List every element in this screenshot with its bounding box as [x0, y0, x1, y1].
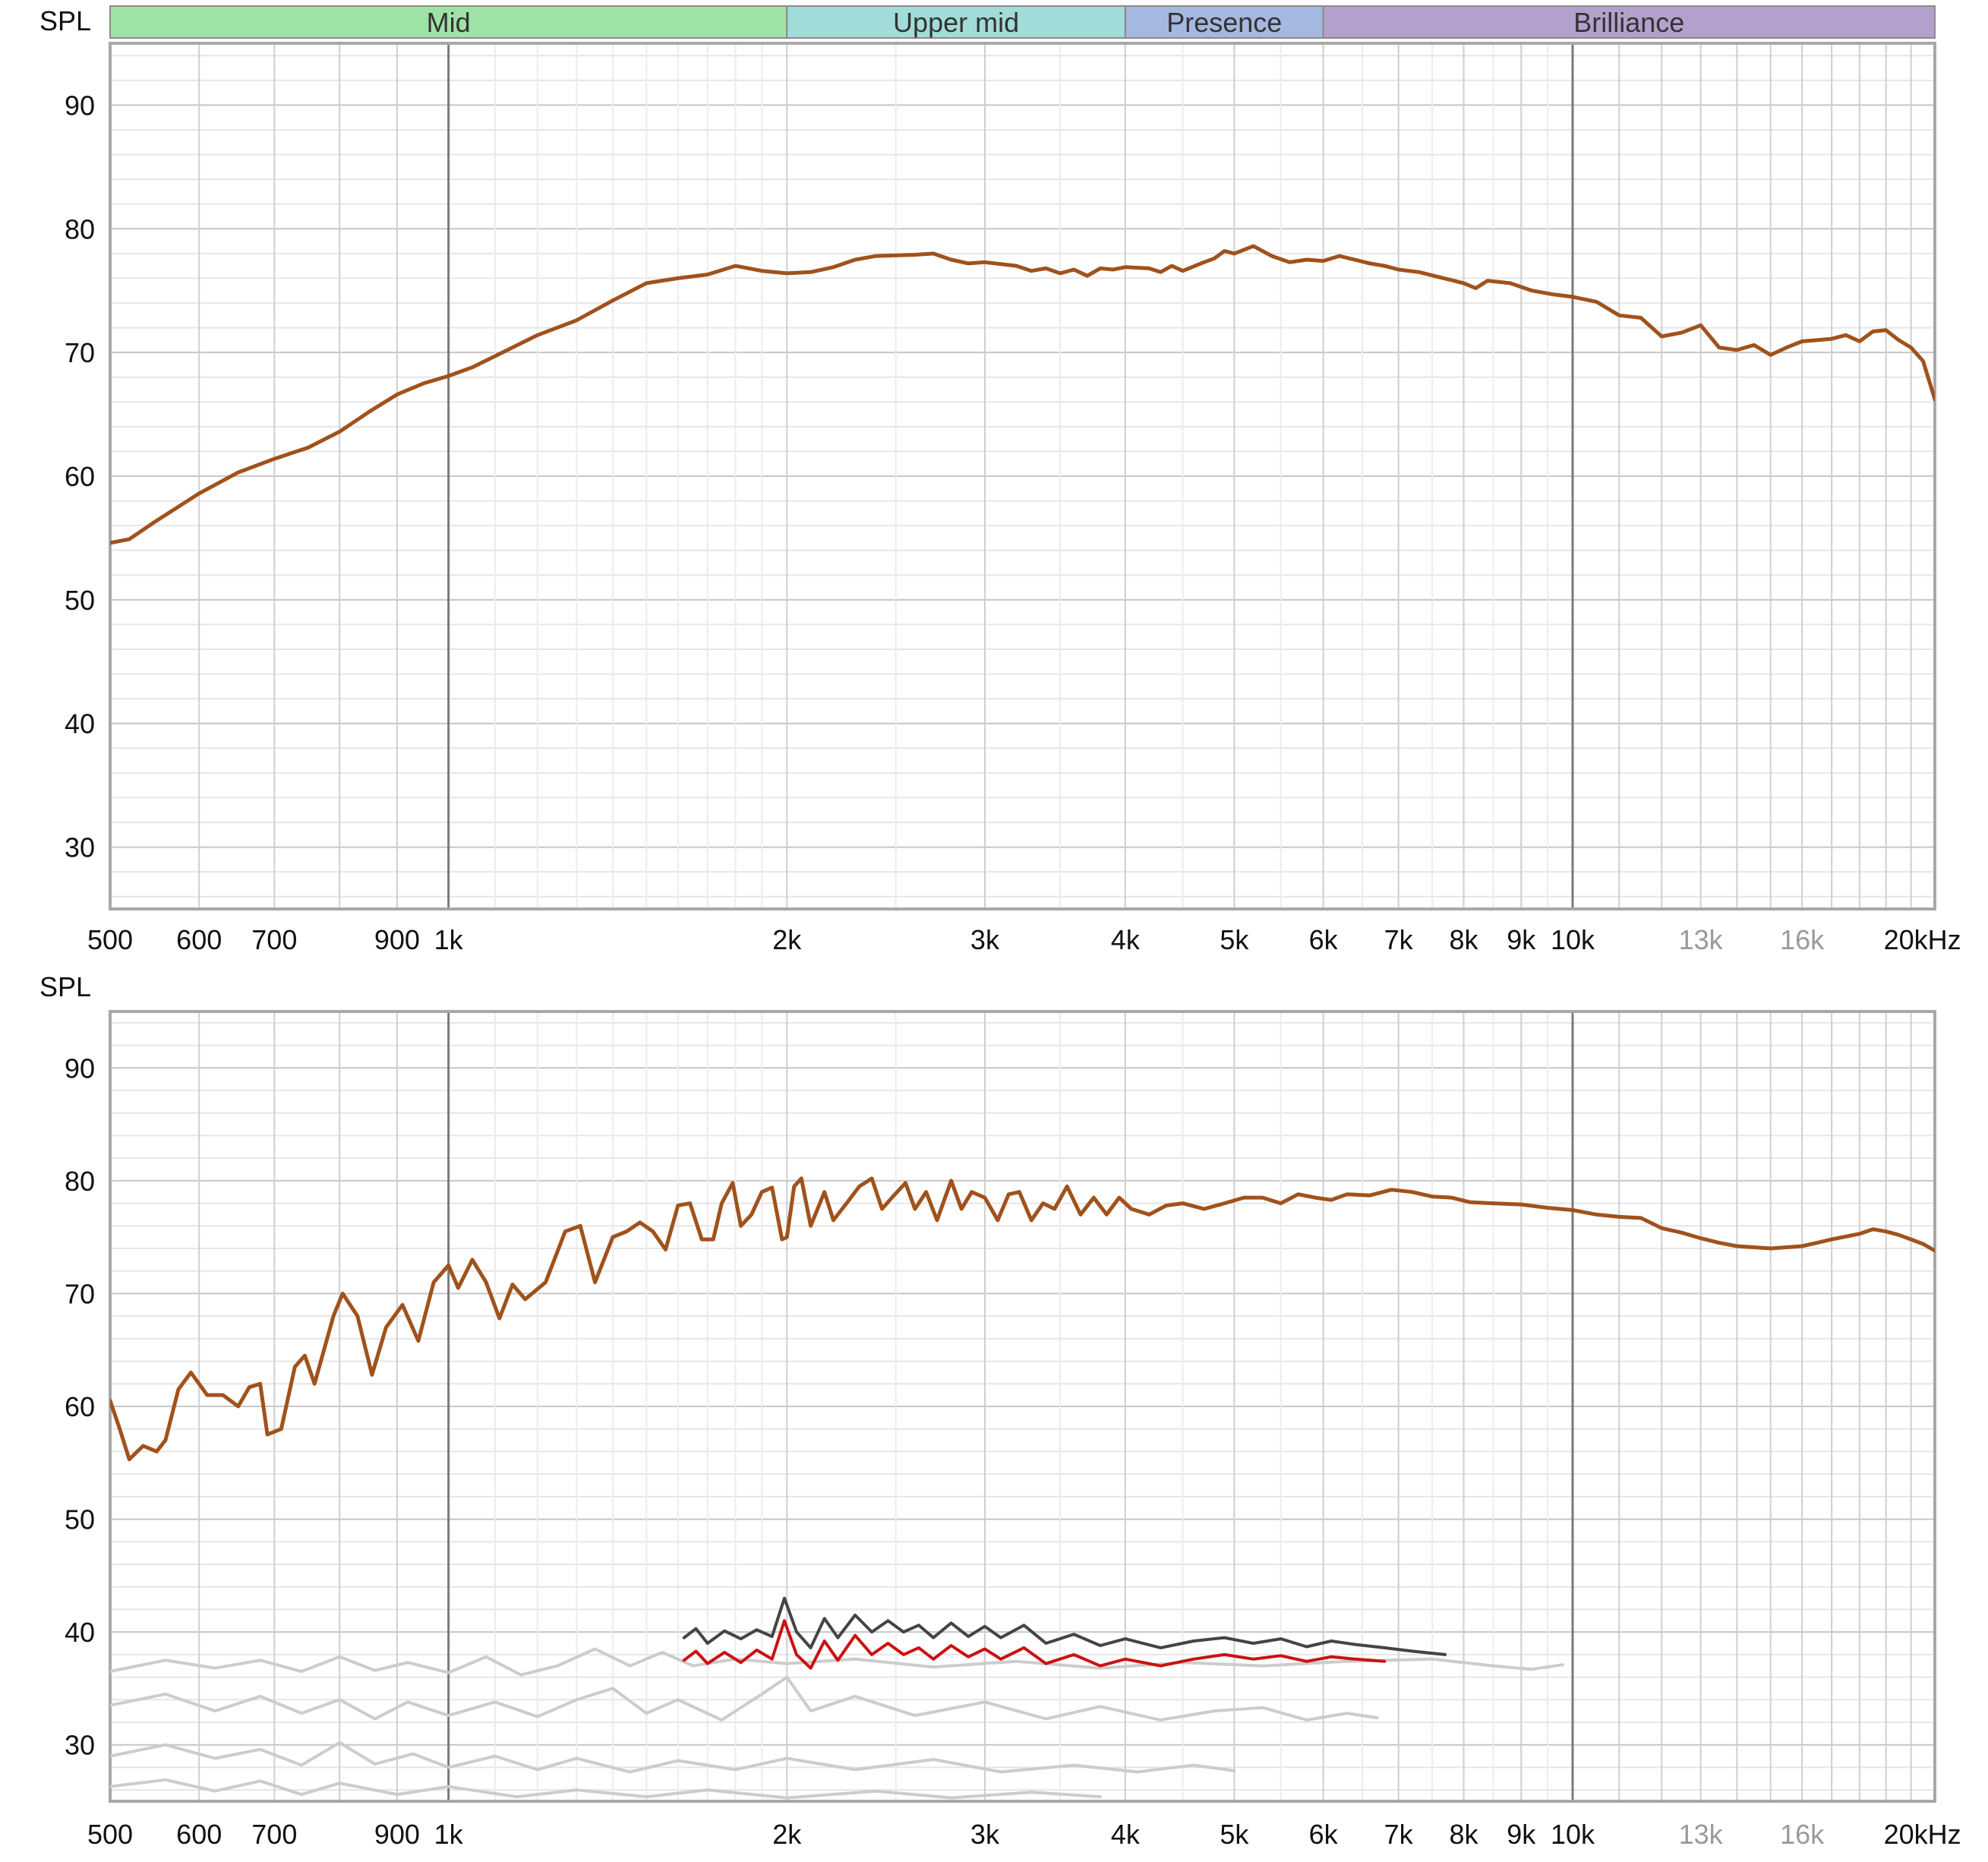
- series-line-main: [110, 244, 1935, 545]
- series-line-main: [110, 1176, 1935, 1462]
- y-axis-label: SPL: [39, 5, 91, 36]
- band-presence: [1124, 5, 1324, 39]
- x-tick-label: 3k: [970, 1819, 1000, 1850]
- x-tick-label: 8k: [1450, 1819, 1479, 1850]
- x-tick-label: 10k: [1551, 1819, 1595, 1850]
- x-tick-label: 8k: [1450, 924, 1479, 955]
- x-tick-label: 1k: [434, 1819, 464, 1850]
- y-tick-label: 50: [65, 1504, 95, 1535]
- y-tick-label: 70: [65, 1278, 95, 1309]
- y-tick-label: 30: [65, 832, 95, 863]
- band-label: Upper mid: [893, 7, 1019, 38]
- x-tick-label: 7k: [1384, 924, 1414, 955]
- x-tick-label: 3k: [970, 924, 1000, 955]
- x-tick-label: 13k: [1679, 1819, 1724, 1850]
- x-tick-label: 16k: [1780, 1819, 1825, 1850]
- y-axis-label: SPL: [39, 971, 91, 1002]
- x-tick-label: 10k: [1551, 924, 1595, 955]
- y-tick-label: 30: [65, 1730, 95, 1761]
- y-tick-label: 60: [65, 1391, 95, 1422]
- x-tick-label: 600: [176, 924, 222, 955]
- y-tick-label: 40: [65, 1617, 95, 1648]
- series-group: [110, 1176, 1935, 1800]
- chart-panel-top: Mid Upper mid Presence Brilliance SPL 30 40 50 6…: [39, 5, 1961, 955]
- x-tick-label: 2k: [772, 1819, 802, 1850]
- x-tick-label: 9k: [1507, 924, 1536, 955]
- x-tick-label: 900: [374, 1819, 420, 1850]
- x-tick-label: 500: [87, 924, 133, 955]
- x-tick-label: 9k: [1507, 1819, 1536, 1850]
- series-line-secondary: [682, 1596, 1447, 1656]
- band-upper-mid: [786, 5, 1126, 39]
- x-tick-label: 2k: [772, 924, 802, 955]
- y-tick-label: 80: [65, 213, 95, 245]
- x-tick-label: 4k: [1111, 1819, 1141, 1850]
- x-tick-label: 6k: [1309, 924, 1339, 955]
- y-tick-label: 80: [65, 1166, 95, 1197]
- x-tick-label: 500: [87, 1819, 133, 1850]
- band-label: Mid: [427, 7, 471, 38]
- x-tick-label: 5k: [1220, 1819, 1249, 1850]
- band-brilliance: [1322, 5, 1936, 39]
- x-tick-label: 5k: [1220, 924, 1249, 955]
- series-line-secondary: [110, 1740, 1236, 1774]
- x-tick-label: 900: [374, 924, 420, 955]
- y-tick-label: 90: [65, 90, 95, 121]
- x-tick-label: 600: [176, 1819, 222, 1850]
- y-tick-label: 40: [65, 709, 95, 740]
- y-tick-label: 60: [65, 461, 95, 492]
- series-line-secondary: [110, 1647, 1564, 1677]
- series-line-secondary: [682, 1619, 1387, 1670]
- x-tick-label: 700: [251, 924, 297, 955]
- x-tick-label: 20kHz: [1884, 924, 1961, 955]
- x-tick-label: 13k: [1679, 924, 1724, 955]
- series-line-secondary: [110, 1778, 1102, 1800]
- y-tick-label: 70: [65, 337, 95, 368]
- y-tick-label: 50: [65, 585, 95, 616]
- x-tick-label: 1k: [434, 924, 464, 955]
- x-tick-label: 6k: [1309, 1819, 1339, 1850]
- series-group: [110, 244, 1935, 545]
- x-tick-label: 4k: [1111, 924, 1141, 955]
- x-tick-label: 7k: [1384, 1819, 1414, 1850]
- band-mid: [109, 5, 788, 39]
- chart-panel-bottom: SPL 30 40 50 60 70 80 90 500 600 700 900 1k 2k 3k 4k 5k 6…: [39, 971, 1961, 1850]
- series-line-secondary: [110, 1675, 1379, 1722]
- y-tick-label: 90: [65, 1053, 95, 1084]
- x-tick-label: 700: [251, 1819, 297, 1850]
- x-tick-label: 16k: [1780, 924, 1825, 955]
- x-tick-label: 20kHz: [1884, 1819, 1961, 1850]
- plot-frame: [109, 42, 1936, 910]
- band-label: Presence: [1166, 7, 1282, 38]
- band-label: Brilliance: [1573, 7, 1684, 38]
